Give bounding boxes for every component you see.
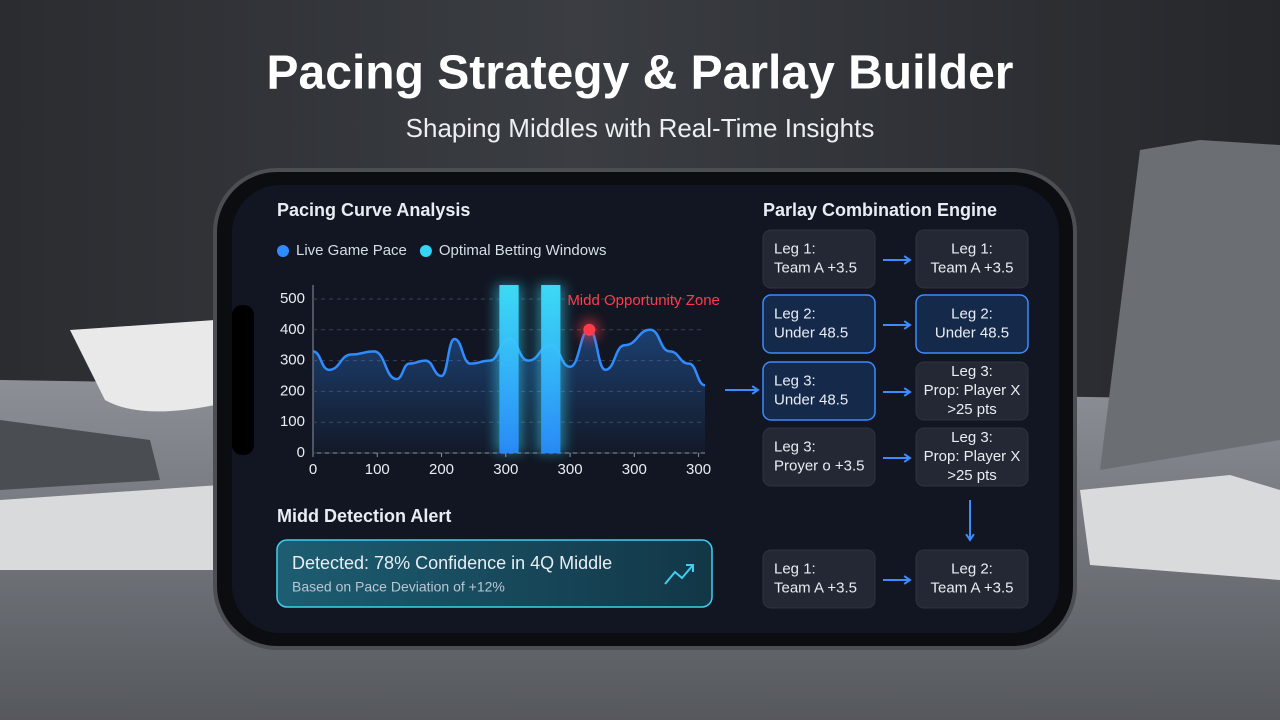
parlay-node-text: Team A +3.5: [931, 579, 1014, 596]
arrow-head: [903, 320, 912, 330]
parlay-node[interactable]: [915, 229, 1029, 289]
alert-detail: Based on Pace Deviation of +12%: [292, 579, 505, 595]
alert-box[interactable]: [276, 539, 713, 608]
parlay-node-text: Leg 1:: [951, 240, 993, 257]
parlay-node[interactable]: [762, 229, 876, 289]
parlay-node[interactable]: [915, 427, 1029, 487]
annotation-label: Midd Opportunity Zone: [567, 292, 720, 309]
parlay-node[interactable]: [762, 294, 876, 354]
parlay-node-text: Leg 2:: [951, 305, 993, 322]
parlay-node-text: Leg 1:: [774, 240, 816, 257]
page-subtitle: Shaping Middles with Real-Time Insights: [406, 113, 875, 143]
x-tick-label: 200: [429, 461, 454, 478]
notebook-right: [1080, 475, 1280, 580]
arrow-head: [903, 387, 912, 397]
x-tick-label: 100: [365, 461, 390, 478]
parlay-node-text: Team A +3.5: [774, 579, 857, 596]
x-tick-label: 300: [686, 461, 711, 478]
parlay-node-text: Leg 2:: [951, 560, 993, 577]
x-tick-label: 300: [622, 461, 647, 478]
parlay-node-text: Proyer o +3.5: [774, 457, 864, 474]
opportunity-point: [583, 323, 596, 336]
parlay-node-text: Leg 3:: [951, 429, 993, 446]
x-tick-label: 300: [558, 461, 583, 478]
arrow-head: [903, 255, 912, 265]
parlay-node[interactable]: [915, 549, 1029, 609]
legend-label: Live Game Pace: [296, 242, 407, 259]
y-tick-label: 500: [280, 290, 305, 307]
parlay-node-text: >25 pts: [947, 401, 997, 418]
tablet: [0, 420, 160, 490]
arrow-head: [965, 533, 975, 542]
parlay-node-text: Under 48.5: [935, 324, 1009, 341]
parlay-node[interactable]: [915, 294, 1029, 354]
arrow-head: [751, 385, 760, 395]
y-tick-label: 300: [280, 352, 305, 369]
arrow-head: [903, 575, 912, 585]
betting-window: [541, 285, 561, 453]
parlay-node[interactable]: [915, 361, 1029, 421]
notebook-left: [0, 485, 220, 570]
laptop: [1100, 140, 1280, 470]
y-tick-label: 200: [280, 382, 305, 399]
y-tick-label: 0: [297, 444, 305, 461]
parlay-node-text: >25 pts: [947, 467, 997, 484]
parlay-node-text: Team A +3.5: [774, 259, 857, 276]
parlay-node-text: Under 48.5: [774, 391, 848, 408]
alert-headline: Detected: 78% Confidence in 4Q Middle: [292, 553, 612, 573]
trend-icon: [664, 564, 694, 585]
x-tick-label: 300: [493, 461, 518, 478]
y-tick-label: 100: [280, 413, 305, 430]
parlay-node-text: Leg 3:: [774, 372, 816, 389]
parlay-node-text: Prop: Player X: [924, 448, 1021, 465]
parlay-node-text: Leg 3:: [951, 363, 993, 380]
parlay-node-text: Prop: Player X: [924, 382, 1021, 399]
parlay-node-text: Under 48.5: [774, 324, 848, 341]
betting-window: [499, 285, 519, 453]
x-tick-label: 0: [309, 461, 317, 478]
legend-label: Optimal Betting Windows: [439, 242, 607, 259]
y-tick-label: 400: [280, 321, 305, 338]
parlay-title: Parlay Combination Engine: [763, 200, 997, 220]
legend-swatch: [419, 245, 432, 257]
parlay-node-text: Leg 3:: [774, 438, 816, 455]
parlay-node-text: Team A +3.5: [931, 259, 1014, 276]
phone-notch: [232, 305, 254, 455]
parlay-node-text: Leg 2:: [774, 305, 816, 322]
legend-swatch: [277, 245, 289, 257]
alert-title: Midd Detection Alert: [277, 506, 451, 526]
chart-title: Pacing Curve Analysis: [277, 200, 470, 220]
page-title: Pacing Strategy & Parlay Builder: [267, 47, 1014, 100]
parlay-node[interactable]: [762, 427, 876, 487]
parlay-node-text: Leg 1:: [774, 560, 816, 577]
parlay-node[interactable]: [762, 361, 876, 421]
mug: [70, 320, 215, 412]
parlay-node[interactable]: [762, 549, 876, 609]
arrow-head: [903, 453, 912, 463]
